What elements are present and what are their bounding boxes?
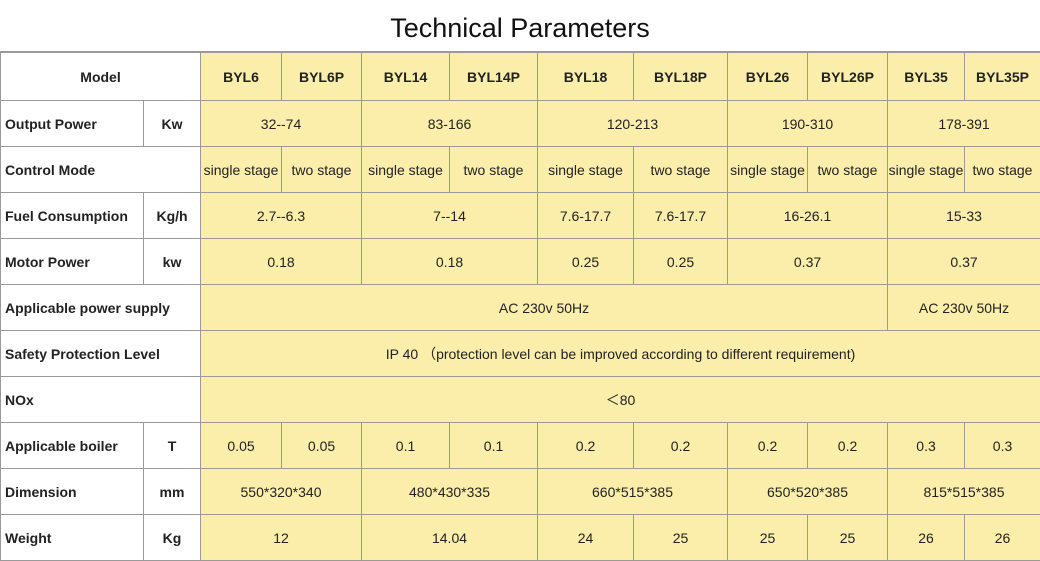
- value-cell: 7--14: [362, 193, 538, 239]
- value-cell: 2.7--6.3: [201, 193, 362, 239]
- value-cell: 0.18: [362, 239, 538, 285]
- row-label: Safety Protection Level: [1, 331, 201, 377]
- value-cell: 0.2: [728, 423, 808, 469]
- value-cell: two stage: [965, 147, 1040, 193]
- value-cell: 26: [888, 515, 965, 561]
- value-cell: 190-310: [728, 101, 888, 147]
- value-cell: 0.2: [808, 423, 888, 469]
- value-cell: 0.2: [538, 423, 634, 469]
- row-unit: Kg/h: [144, 193, 201, 239]
- value-cell: two stage: [282, 147, 362, 193]
- row-label: Control Mode: [1, 147, 201, 193]
- value-cell: 0.1: [450, 423, 538, 469]
- model-name: BYL18P: [634, 53, 728, 101]
- value-cell: 660*515*385: [538, 469, 728, 515]
- value-cell: 25: [634, 515, 728, 561]
- value-cell: 480*430*335: [362, 469, 538, 515]
- value-cell: 26: [965, 515, 1040, 561]
- value-cell: 25: [728, 515, 808, 561]
- value-cell: 0.3: [888, 423, 965, 469]
- model-name: BYL26P: [808, 53, 888, 101]
- value-cell: IP 40 （protection level can be improved …: [201, 331, 1040, 377]
- row-label: Dimension: [1, 469, 144, 515]
- value-cell: single stage: [538, 147, 634, 193]
- value-cell: two stage: [634, 147, 728, 193]
- value-cell: 0.05: [282, 423, 362, 469]
- model-name: BYL14P: [450, 53, 538, 101]
- value-cell: 7.6-17.7: [634, 193, 728, 239]
- row-unit: T: [144, 423, 201, 469]
- value-cell: AC 230v 50Hz: [888, 285, 1040, 331]
- value-cell: 0.2: [634, 423, 728, 469]
- row-label: Weight: [1, 515, 144, 561]
- value-cell: single stage: [728, 147, 808, 193]
- row-label: Applicable power supply: [1, 285, 201, 331]
- row-label: Fuel Consumption: [1, 193, 144, 239]
- model-name: BYL6P: [282, 53, 362, 101]
- row-unit: mm: [144, 469, 201, 515]
- model-name: BYL6: [201, 53, 282, 101]
- row-label: Applicable boiler: [1, 423, 144, 469]
- value-cell: ＜80: [201, 377, 1040, 423]
- value-cell: 15-33: [888, 193, 1040, 239]
- value-cell: 0.37: [728, 239, 888, 285]
- value-cell: 0.25: [634, 239, 728, 285]
- model-name: BYL26: [728, 53, 808, 101]
- model-name: BYL35: [888, 53, 965, 101]
- row-unit: Kw: [144, 101, 201, 147]
- row-label: Output Power: [1, 101, 144, 147]
- value-cell: 550*320*340: [201, 469, 362, 515]
- header-label: Model: [1, 53, 201, 101]
- value-cell: 7.6-17.7: [538, 193, 634, 239]
- value-cell: 0.05: [201, 423, 282, 469]
- value-cell: 16-26.1: [728, 193, 888, 239]
- row-label: Motor Power: [1, 239, 144, 285]
- value-cell: two stage: [450, 147, 538, 193]
- value-cell: single stage: [362, 147, 450, 193]
- value-cell: 0.3: [965, 423, 1040, 469]
- value-cell: 25: [808, 515, 888, 561]
- value-cell: single stage: [888, 147, 965, 193]
- value-cell: 0.1: [362, 423, 450, 469]
- value-cell: 83-166: [362, 101, 538, 147]
- value-cell: 24: [538, 515, 634, 561]
- value-cell: two stage: [808, 147, 888, 193]
- value-cell: 0.18: [201, 239, 362, 285]
- value-cell: 0.37: [888, 239, 1040, 285]
- title: Technical Parameters: [0, 0, 1040, 52]
- value-cell: 650*520*385: [728, 469, 888, 515]
- model-name: BYL18: [538, 53, 634, 101]
- value-cell: 815*515*385: [888, 469, 1040, 515]
- value-cell: 0.25: [538, 239, 634, 285]
- model-name: BYL14: [362, 53, 450, 101]
- row-label: NOx: [1, 377, 201, 423]
- spec-row: NOx＜80: [1, 377, 1040, 423]
- value-cell: 14.04: [362, 515, 538, 561]
- row-unit: kw: [144, 239, 201, 285]
- value-cell: single stage: [201, 147, 282, 193]
- row-unit: Kg: [144, 515, 201, 561]
- model-name: BYL35P: [965, 53, 1040, 101]
- value-cell: 12: [201, 515, 362, 561]
- value-cell: 32--74: [201, 101, 362, 147]
- value-cell: 120-213: [538, 101, 728, 147]
- value-cell: AC 230v 50Hz: [201, 285, 888, 331]
- value-cell: 178-391: [888, 101, 1040, 147]
